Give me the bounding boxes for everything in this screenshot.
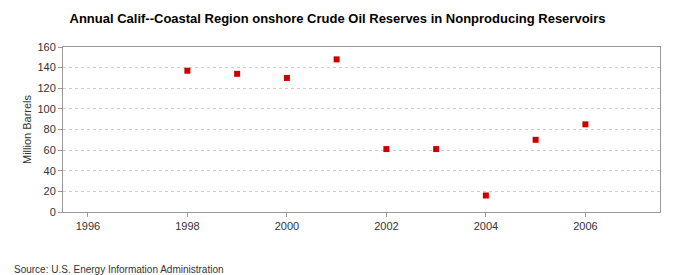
svg-text:120: 120 (37, 82, 55, 94)
svg-text:2002: 2002 (374, 220, 398, 232)
svg-text:160: 160 (37, 41, 55, 53)
svg-text:2004: 2004 (474, 220, 498, 232)
svg-text:20: 20 (44, 185, 56, 197)
svg-text:Annual Calif--Coastal Region o: Annual Calif--Coastal Region onshore Cru… (70, 11, 606, 26)
svg-text:1998: 1998 (175, 220, 199, 232)
svg-text:100: 100 (37, 103, 55, 115)
svg-text:0: 0 (50, 206, 56, 218)
svg-text:2000: 2000 (275, 220, 299, 232)
svg-text:Million Barrels: Million Barrels (21, 94, 33, 164)
svg-text:Source: U.S. Energy Informatio: Source: U.S. Energy Information Administ… (14, 264, 224, 275)
svg-text:80: 80 (44, 123, 56, 135)
svg-text:140: 140 (37, 61, 55, 73)
svg-text:40: 40 (44, 165, 56, 177)
svg-text:60: 60 (44, 144, 56, 156)
svg-text:1996: 1996 (76, 220, 100, 232)
svg-text:2006: 2006 (573, 220, 597, 232)
